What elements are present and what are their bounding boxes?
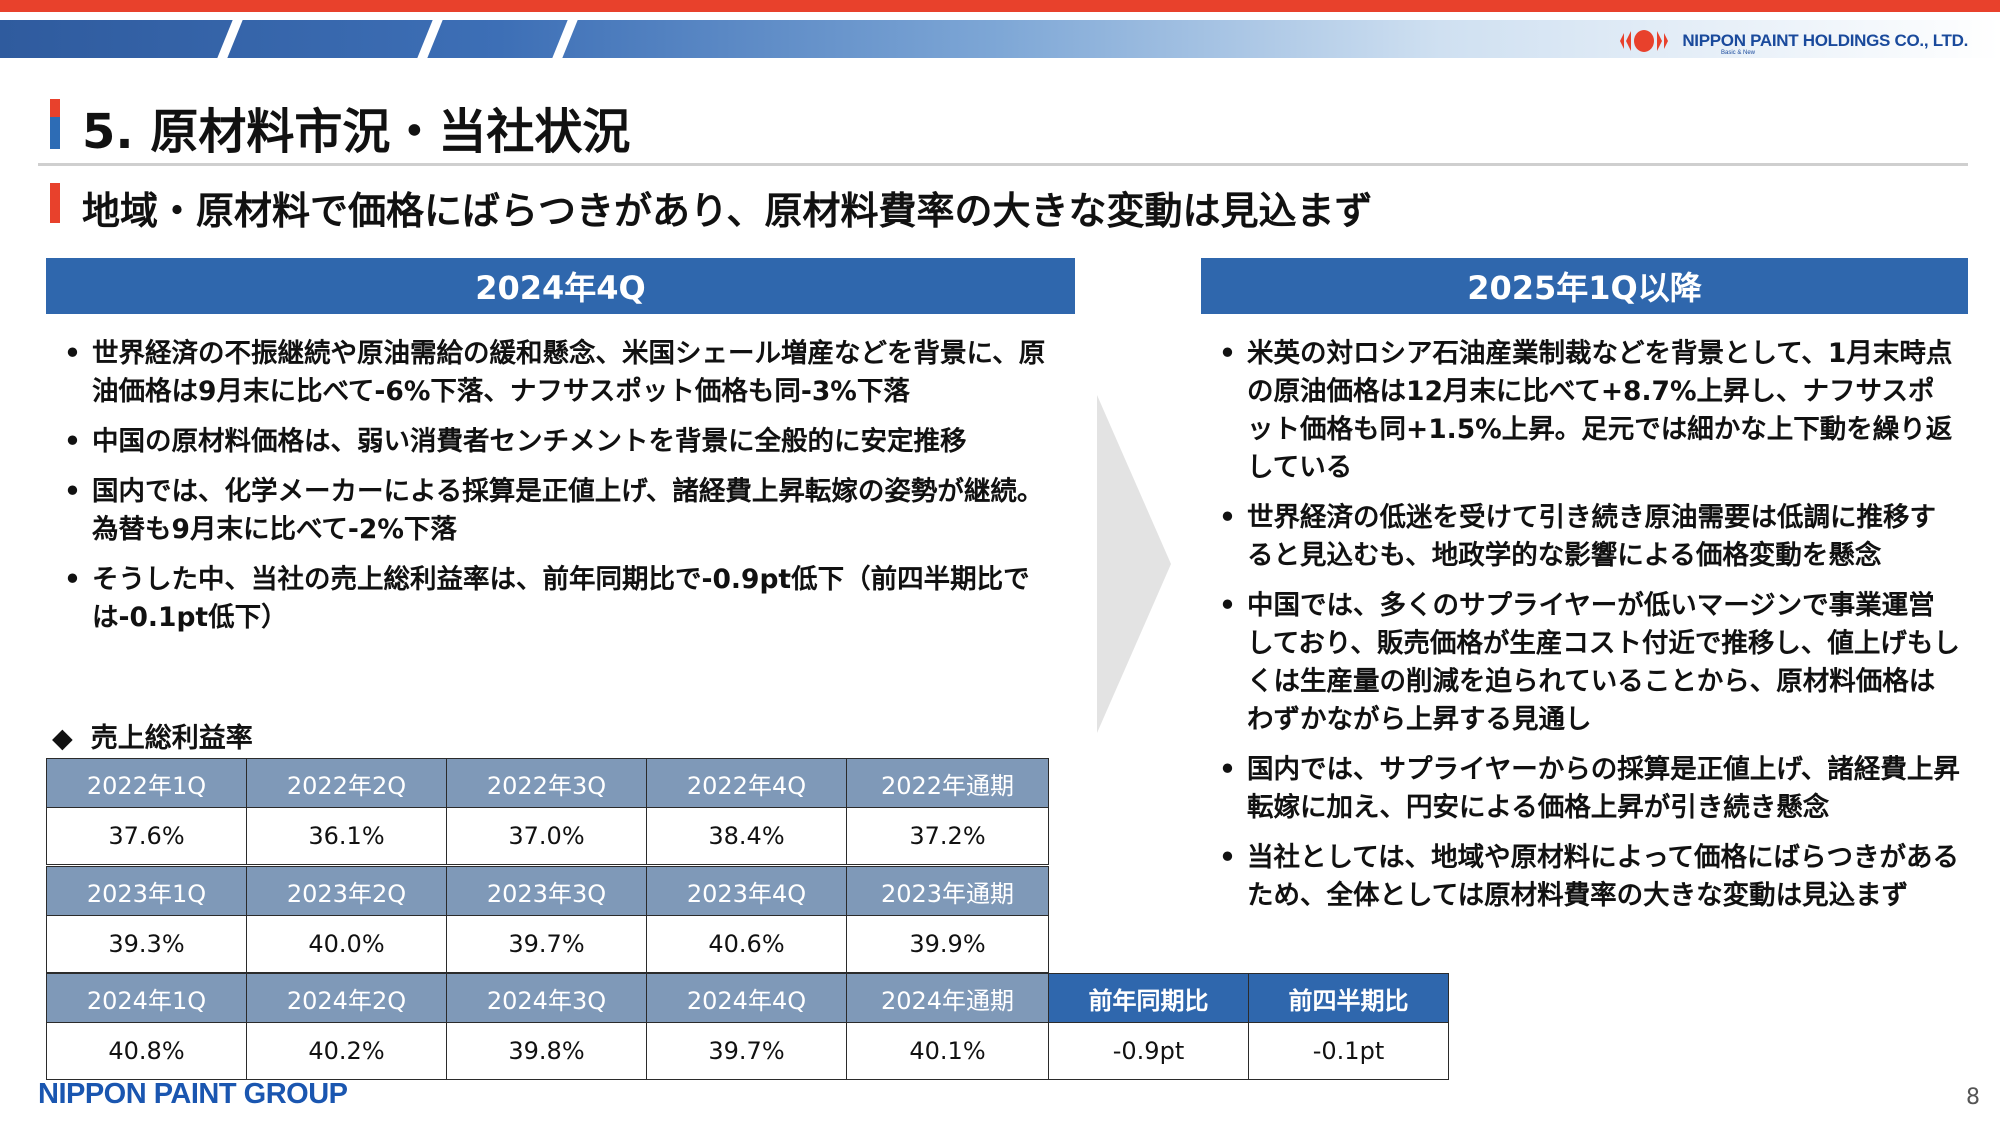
table-header-cell-yoy: 前年同期比 — [1048, 973, 1249, 1023]
page-subtitle: 地域・原材料で価格にばらつきがあり、原材料費率の大きな変動は見込まず — [82, 189, 1373, 233]
title-accent-bar — [50, 99, 60, 149]
gross-margin-table-2022: 2022年1Q 2022年2Q 2022年3Q 2022年4Q 2022年通期 … — [46, 758, 1049, 865]
table-header-cell: 2023年通期 — [846, 866, 1049, 916]
table-header-cell: 2022年3Q — [446, 758, 647, 808]
table-cell: 37.0% — [446, 807, 647, 865]
list-item: • 当社としては、地域や原材料によって価格にばらつきがあるため、全体としては原材料… — [1219, 842, 1960, 911]
table-cell: 40.1% — [846, 1022, 1049, 1080]
company-logo: NIPPON PAINT HOLDINGS CO., LTD. — [1614, 28, 1968, 54]
list-item: • 米英の対ロシア石油産業制裁などを背景として、1月末時点の原油価格は12月末に比… — [1219, 338, 1953, 483]
right-bullet-list: • 米英の対ロシア石油産業制裁などを背景として、1月末時点の原油価格は12月末に比… — [1205, 335, 1960, 927]
table-header-cell: 2022年通期 — [846, 758, 1049, 808]
table-row: 2022年1Q 2022年2Q 2022年3Q 2022年4Q 2022年通期 — [46, 758, 1049, 808]
table-header-cell: 2023年4Q — [646, 866, 847, 916]
table-cell-yoy: -0.9pt — [1048, 1022, 1249, 1080]
gross-margin-table-2023: 2023年1Q 2023年2Q 2023年3Q 2023年4Q 2023年通期 … — [46, 866, 1049, 973]
table-cell: 39.7% — [446, 915, 647, 973]
table-row: 40.8% 40.2% 39.8% 39.7% 40.1% -0.9pt -0.… — [46, 1022, 1449, 1080]
title-divider — [38, 163, 1968, 166]
table-header-cell: 2023年3Q — [446, 866, 647, 916]
table-cell: 36.1% — [246, 807, 447, 865]
table-cell: 40.8% — [46, 1022, 247, 1080]
table-cell: 37.2% — [846, 807, 1049, 865]
table-header-cell: 2024年2Q — [246, 973, 447, 1023]
nippon-paint-logo-icon — [1614, 28, 1674, 54]
group-logo: NIPPON PAINT GROUP — [38, 1078, 348, 1110]
chevron-right-icon — [1097, 395, 1171, 737]
subtitle-accent-bar — [50, 183, 60, 223]
table-row: 2024年1Q 2024年2Q 2024年3Q 2024年4Q 2024年通期 … — [46, 973, 1449, 1023]
list-item: • 国内では、サプライヤーからの採算是正値上げ、諸経費上昇転嫁に加え、円安による価… — [1219, 754, 1960, 823]
table-header-cell: 2024年3Q — [446, 973, 647, 1023]
logo-tagline: Basic & New — [1720, 50, 1755, 56]
company-name: NIPPON PAINT HOLDINGS CO., LTD. — [1682, 31, 1968, 50]
list-item: • 世界経済の低迷を受けて引き続き原油需要は低調に推移すると見込むも、地政学的な影… — [1219, 502, 1936, 571]
table-cell: 40.2% — [246, 1022, 447, 1080]
table-cell: 39.8% — [446, 1022, 647, 1080]
table-header-cell: 2024年1Q — [46, 973, 247, 1023]
table-header-cell: 2022年1Q — [46, 758, 247, 808]
gross-margin-heading: ◆ 売上総利益率 — [52, 723, 253, 754]
table-row: 37.6% 36.1% 37.0% 38.4% 37.2% — [46, 807, 1049, 865]
table-cell: 39.3% — [46, 915, 247, 973]
list-item: • 中国の原材料価格は、弱い消費者センチメントを背景に全般的に安定推移 — [64, 426, 967, 457]
table-cell: 37.6% — [46, 807, 247, 865]
table-header-cell: 2022年4Q — [646, 758, 847, 808]
top-accent-stripe — [0, 0, 2000, 12]
table-cell: 40.6% — [646, 915, 847, 973]
table-cell: 38.4% — [646, 807, 847, 865]
table-row: 2023年1Q 2023年2Q 2023年3Q 2023年4Q 2023年通期 — [46, 866, 1049, 916]
table-header-cell: 2022年2Q — [246, 758, 447, 808]
table-header-cell-qoq: 前四半期比 — [1248, 973, 1449, 1023]
list-item: • 中国では、多くのサプライヤーが低いマージンで事業運営しており、販売価格が生産コ… — [1219, 590, 1960, 735]
table-header-cell: 2024年4Q — [646, 973, 847, 1023]
list-item: • そうした中、当社の売上総利益率は、前年同期比で-0.9pt低下（前四半期比では… — [64, 564, 1030, 633]
list-item: • 国内では、化学メーカーによる採算是正値上げ、諸経費上昇転嫁の姿勢が継続。為替も… — [64, 476, 1044, 545]
table-cell: 39.9% — [846, 915, 1049, 973]
table-cell-qoq: -0.1pt — [1248, 1022, 1449, 1080]
table-cell: 39.7% — [646, 1022, 847, 1080]
page-title: 5. 原材料市況・当社状況 — [82, 104, 631, 160]
left-bullet-list: • 世界経済の不振継続や原油需給の緩和懸念、米国シェール増産などを背景に、原油価格… — [50, 335, 1060, 649]
table-header-cell: 2023年2Q — [246, 866, 447, 916]
panel-heading-2025q1-onward: 2025年1Q以降 — [1201, 258, 1968, 314]
page-number: 8 — [1966, 1085, 1980, 1110]
diamond-bullet-icon: ◆ — [52, 723, 73, 754]
table-cell: 40.0% — [246, 915, 447, 973]
table-header-cell: 2024年通期 — [846, 973, 1049, 1023]
table-row: 39.3% 40.0% 39.7% 40.6% 39.9% — [46, 915, 1049, 973]
table-header-cell: 2023年1Q — [46, 866, 247, 916]
list-item: • 世界経済の不振継続や原油需給の緩和懸念、米国シェール増産などを背景に、原油価格… — [64, 338, 1046, 407]
gross-margin-table-2024: 2024年1Q 2024年2Q 2024年3Q 2024年4Q 2024年通期 … — [46, 973, 1449, 1080]
panel-heading-2024q4: 2024年4Q — [46, 258, 1075, 314]
